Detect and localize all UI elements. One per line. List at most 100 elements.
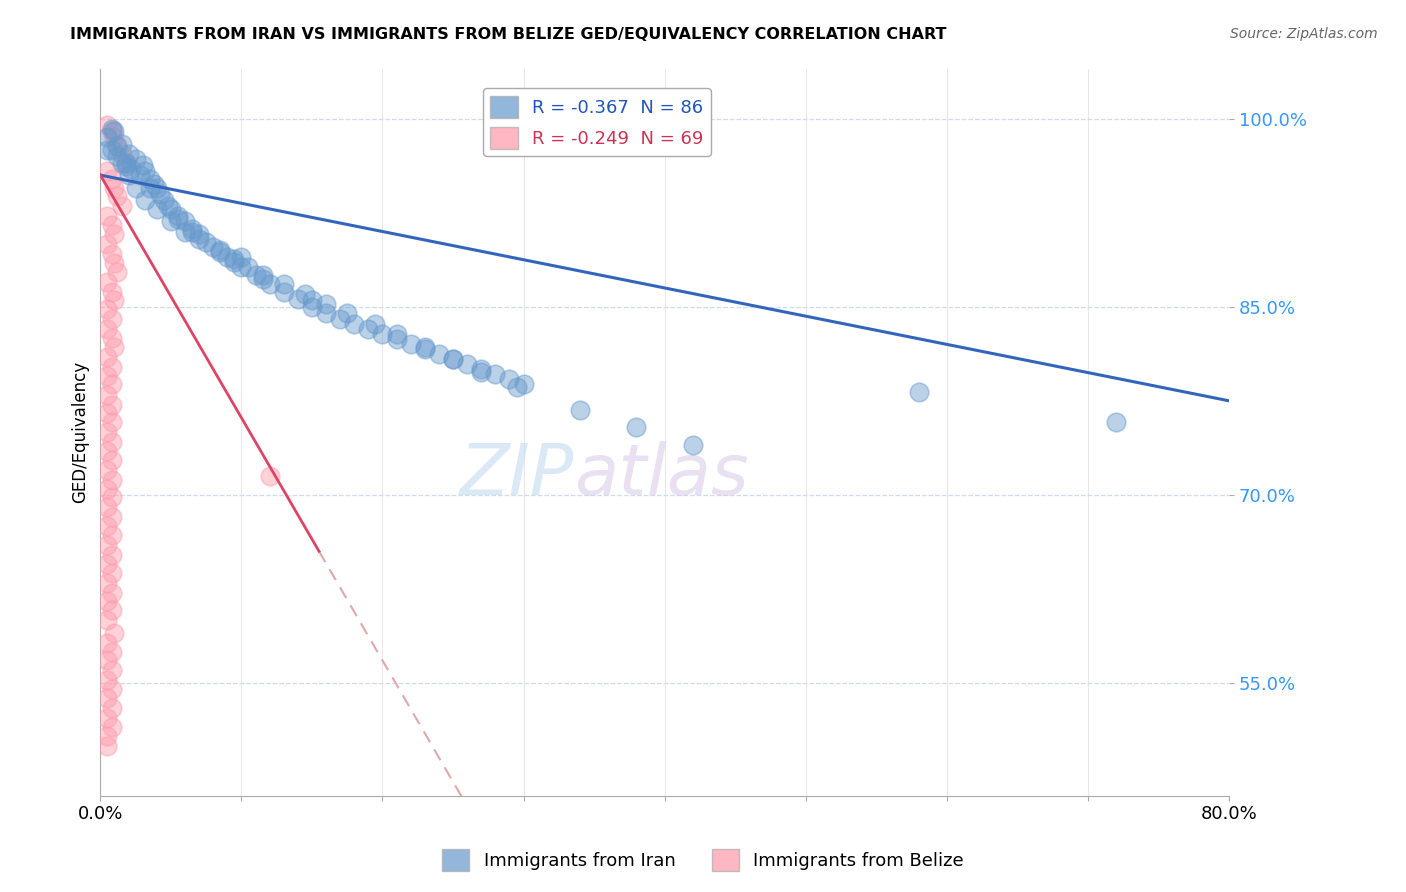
Point <box>181 222 204 236</box>
Point <box>100 510 122 524</box>
Point <box>224 254 246 268</box>
Legend: R = -0.367  N = 86, R = -0.249  N = 69: R = -0.367 N = 86, R = -0.249 N = 69 <box>484 88 710 156</box>
Point <box>105 149 128 163</box>
Point <box>103 340 125 354</box>
Point <box>96 130 118 145</box>
Point <box>100 491 122 505</box>
Point <box>96 275 118 289</box>
Point <box>273 285 295 299</box>
Point <box>167 211 190 226</box>
Point <box>315 297 337 311</box>
Point <box>153 193 176 207</box>
Point <box>96 519 118 533</box>
Point <box>100 172 122 186</box>
Point <box>96 575 118 590</box>
Point <box>96 210 118 224</box>
Point <box>146 202 169 216</box>
Point <box>105 139 128 153</box>
Text: ZIP: ZIP <box>460 442 574 510</box>
Point <box>174 214 197 228</box>
Point <box>96 387 118 401</box>
Point <box>124 180 146 194</box>
Point <box>96 350 118 364</box>
Point <box>160 214 183 228</box>
Point <box>1105 415 1128 429</box>
Point <box>96 482 118 496</box>
Point <box>329 312 352 326</box>
Point <box>100 435 122 450</box>
Point <box>96 425 118 439</box>
Point <box>96 406 118 420</box>
Point <box>100 452 122 467</box>
Point <box>131 158 153 172</box>
Point <box>100 566 122 580</box>
Point <box>682 438 704 452</box>
Point <box>96 302 118 317</box>
Point <box>114 159 136 173</box>
Point <box>100 528 122 542</box>
Point <box>114 155 136 169</box>
Point <box>110 146 132 161</box>
Point <box>174 225 197 239</box>
Point <box>96 368 118 383</box>
Point <box>100 682 122 697</box>
Point <box>120 161 142 176</box>
Point <box>100 331 122 345</box>
Point <box>399 337 422 351</box>
Text: Source: ZipAtlas.com: Source: ZipAtlas.com <box>1230 27 1378 41</box>
Point <box>100 143 122 157</box>
Point <box>143 177 166 191</box>
Point <box>117 146 139 161</box>
Point <box>512 377 534 392</box>
Point <box>134 193 156 207</box>
Point <box>105 139 128 153</box>
Point <box>217 250 239 264</box>
Point <box>456 358 478 372</box>
Point <box>100 473 122 487</box>
Point <box>96 444 118 458</box>
Point <box>413 343 436 357</box>
Point <box>273 277 295 292</box>
Point <box>259 277 281 292</box>
Point <box>301 293 323 308</box>
Point <box>231 260 253 274</box>
Point <box>238 260 260 274</box>
Point <box>105 265 128 279</box>
Point <box>626 420 648 434</box>
Point <box>100 398 122 412</box>
Point <box>287 292 309 306</box>
Point <box>195 235 218 249</box>
Point <box>470 365 492 379</box>
Point <box>110 199 132 213</box>
Point <box>128 168 150 182</box>
Point <box>96 690 118 705</box>
Point <box>96 636 118 650</box>
Point <box>252 272 274 286</box>
Point <box>96 237 118 252</box>
Point <box>188 232 211 246</box>
Point <box>96 322 118 336</box>
Point <box>364 318 387 332</box>
Point <box>96 538 118 552</box>
Point <box>181 225 204 239</box>
Point <box>110 136 132 151</box>
Point <box>224 252 246 266</box>
Point <box>100 124 122 138</box>
Point <box>167 210 190 224</box>
Point <box>441 352 464 367</box>
Point <box>103 180 125 194</box>
Point <box>100 548 122 562</box>
Point <box>371 327 394 342</box>
Point <box>157 199 180 213</box>
Point <box>96 739 118 753</box>
Point <box>498 372 520 386</box>
Point <box>100 377 122 392</box>
Point <box>96 463 118 477</box>
Point <box>385 332 408 346</box>
Point <box>96 653 118 667</box>
Point <box>427 347 450 361</box>
Point <box>100 247 122 261</box>
Point <box>188 227 211 241</box>
Point <box>117 168 139 182</box>
Point <box>105 189 128 203</box>
